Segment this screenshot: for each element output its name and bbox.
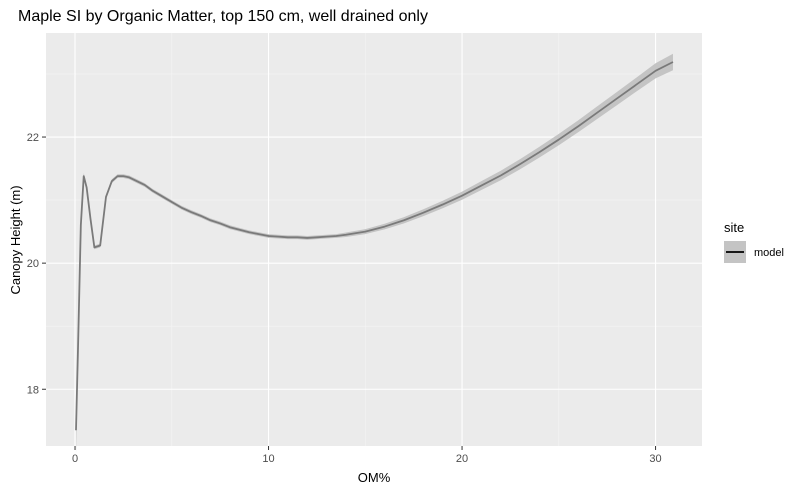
chart-title: Maple SI by Organic Matter, top 150 cm, … [18,8,428,25]
y-axis: 18 20 22 [27,132,46,396]
legend-label-model: model [754,247,784,259]
grid-minor [46,33,702,446]
y-tick-label: 22 [27,132,39,144]
series-model-line [75,61,674,431]
grid-major [46,33,702,446]
x-axis-title: OM% [358,470,391,485]
legend-title: site [724,220,744,235]
x-tick-label: 30 [649,453,661,465]
x-tick-label: 10 [262,453,274,465]
x-tick-label: 0 [72,453,78,465]
legend: site model [724,220,784,263]
plot-panel [46,33,702,446]
y-tick-label: 20 [27,258,39,270]
y-tick-label: 18 [27,384,39,396]
y-axis-title: Canopy Height (m) [8,185,23,294]
x-tick-label: 20 [456,453,468,465]
x-axis: 0 10 20 30 [72,446,662,465]
